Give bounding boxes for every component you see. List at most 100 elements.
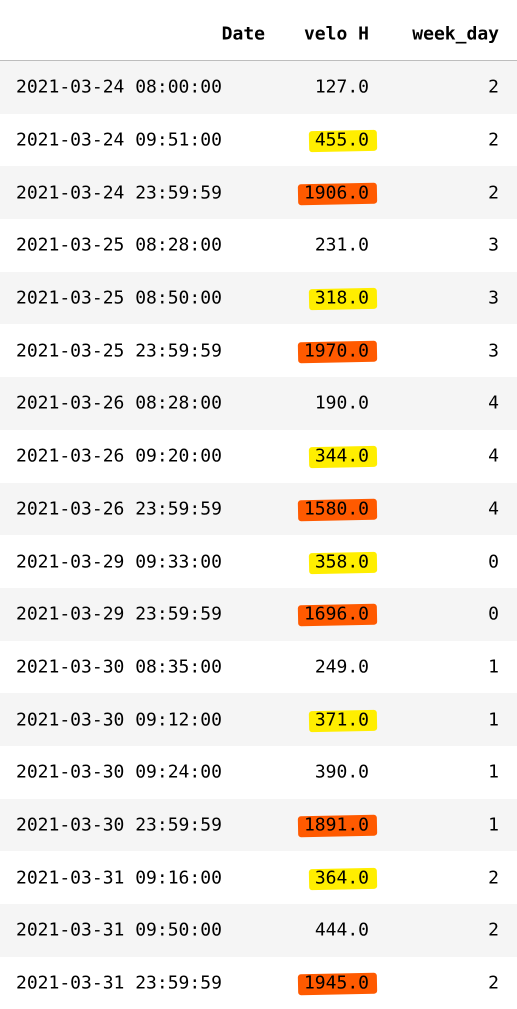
cell-date: 2021-03-30 09:24:00: [16, 761, 222, 783]
cell-velo-h: 318.0: [315, 288, 369, 309]
cell-velo-h: 455.0: [315, 130, 369, 151]
cell-week-day: 2: [488, 76, 499, 98]
cell-date: 2021-03-24 23:59:59: [16, 182, 222, 204]
cell-velo-h-text: 364.0: [314, 867, 369, 889]
cell-velo-h: 371.0: [315, 709, 369, 730]
cell-date: 2021-03-24 08:00:00: [16, 76, 222, 98]
table-row: 2021-03-26 08:28:00 190.0 4: [0, 377, 517, 430]
table-row: 2021-03-31 23:59:59 1945.0 2: [0, 957, 517, 1009]
cell-velo-h: 344.0: [315, 446, 369, 467]
cell-date: 2021-03-25 08:50:00: [16, 287, 222, 309]
table-row: 2021-03-25 08:50:00 318.0 3: [0, 271, 517, 325]
cell-date: 2021-03-25 08:28:00: [16, 234, 222, 256]
cell-date: 2021-03-26 08:28:00: [16, 392, 222, 414]
cell-week-day: 4: [488, 498, 499, 520]
dataframe-table: Date velo H week_day 2021-03-24 08:00:00…: [0, 8, 517, 1009]
cell-velo-h-text: 318.0: [314, 287, 369, 309]
cell-date: 2021-03-26 23:59:59: [16, 498, 222, 520]
highlight-mark: 1580.0: [304, 498, 369, 519]
header-velo-h: velo H: [303, 23, 369, 45]
cell-velo-h-text: 344.0: [314, 445, 369, 467]
cell-week-day: 1: [488, 761, 499, 783]
table-row: 2021-03-31 09:16:00 364.0 2: [0, 851, 517, 904]
cell-week-day: 1: [488, 656, 499, 678]
cell-velo-h-text: 1891.0: [303, 814, 369, 836]
cell-velo-h-text: 1945.0: [303, 972, 369, 994]
table-row: 2021-03-26 09:20:00 344.0 4: [0, 430, 517, 483]
cell-date: 2021-03-30 08:35:00: [16, 656, 222, 678]
cell-week-day: 1: [488, 814, 499, 836]
cell-date: 2021-03-24 09:51:00: [16, 129, 222, 151]
table-row: 2021-03-30 23:59:59 1891.0 1: [0, 798, 517, 852]
cell-velo-h: 249.0: [314, 656, 369, 678]
table-body: 2021-03-24 08:00:00 127.0 2 2021-03-24 09:5…: [0, 61, 517, 1009]
cell-date: 2021-03-31 09:16:00: [16, 867, 222, 889]
table-header: Date velo H week_day: [0, 8, 517, 61]
table-row: 2021-03-30 09:24:00 390.0 1: [0, 746, 517, 799]
highlight-mark: 455.0: [315, 130, 369, 151]
cell-week-day: 2: [488, 129, 499, 151]
cell-week-day: 3: [488, 340, 499, 362]
table-row: 2021-03-24 09:51:00 455.0 2: [0, 114, 517, 167]
table-row: 2021-03-30 08:35:00 249.0 1: [0, 641, 517, 694]
table-row: 2021-03-29 23:59:59 1696.0 0: [0, 587, 517, 641]
cell-week-day: 4: [488, 445, 499, 467]
cell-velo-h: 390.0: [314, 761, 369, 783]
highlight-mark: 344.0: [315, 446, 369, 467]
cell-week-day: 2: [488, 867, 499, 889]
highlight-mark: 1891.0: [304, 814, 369, 835]
cell-velo-h: 1696.0: [304, 604, 369, 625]
cell-week-day: 3: [488, 234, 499, 256]
highlight-mark: 358.0: [315, 551, 369, 572]
cell-date: 2021-03-31 23:59:59: [16, 972, 222, 994]
cell-week-day: 0: [488, 603, 499, 625]
cell-date: 2021-03-30 09:12:00: [16, 709, 222, 731]
header-week-day: week_day: [412, 23, 499, 45]
cell-velo-h-text: 371.0: [314, 709, 369, 731]
cell-velo-h: 190.0: [314, 392, 369, 414]
cell-velo-h-text: 358.0: [314, 551, 369, 573]
cell-velo-h: 1580.0: [304, 498, 369, 519]
table-row: 2021-03-25 08:28:00 231.0 3: [0, 219, 517, 272]
cell-velo-h: 1945.0: [304, 973, 369, 994]
cell-week-day: 3: [488, 287, 499, 309]
cell-velo-h: 1891.0: [304, 814, 369, 835]
cell-velo-h-text: 1696.0: [303, 603, 369, 625]
table-row: 2021-03-26 23:59:59 1580.0 4: [0, 482, 517, 536]
cell-velo-h: 1970.0: [304, 340, 369, 361]
table-row: 2021-03-25 23:59:59 1970.0 3: [0, 324, 517, 377]
cell-week-day: 2: [488, 182, 499, 204]
highlight-mark: 318.0: [315, 288, 369, 309]
highlight-mark: 371.0: [315, 709, 369, 730]
table-row: 2021-03-29 09:33:00 358.0 0: [0, 535, 517, 588]
cell-velo-h: 127.0: [314, 76, 369, 98]
cell-week-day: 2: [488, 972, 499, 994]
cell-velo-h-text: 1970.0: [303, 340, 369, 362]
cell-velo-h-text: 1906.0: [303, 182, 369, 204]
cell-date: 2021-03-29 09:33:00: [16, 551, 222, 573]
cell-velo-h: 444.0: [314, 919, 369, 941]
cell-date: 2021-03-26 09:20:00: [16, 445, 222, 467]
highlight-mark: 1970.0: [304, 340, 369, 361]
cell-velo-h: 231.0: [314, 234, 369, 256]
cell-week-day: 4: [488, 392, 499, 414]
cell-velo-h: 1906.0: [304, 182, 369, 203]
highlight-mark: 1906.0: [304, 182, 369, 203]
cell-velo-h-text: 455.0: [314, 129, 369, 151]
table-row: 2021-03-31 09:50:00 444.0 2: [0, 904, 517, 957]
cell-week-day: 1: [488, 709, 499, 731]
cell-week-day: 2: [488, 919, 499, 941]
table-row: 2021-03-30 09:12:00 371.0 1: [0, 693, 517, 746]
highlight-mark: 1696.0: [304, 604, 369, 625]
cell-week-day: 0: [488, 551, 499, 573]
cell-velo-h-text: 1580.0: [303, 498, 369, 520]
table-row: 2021-03-24 08:00:00 127.0 2: [0, 61, 517, 114]
highlight-mark: 1945.0: [304, 973, 369, 994]
highlight-mark: 364.0: [315, 867, 369, 888]
cell-date: 2021-03-31 09:50:00: [16, 919, 222, 941]
cell-date: 2021-03-25 23:59:59: [16, 340, 222, 362]
table-row: 2021-03-24 23:59:59 1906.0 2: [0, 166, 517, 220]
cell-date: 2021-03-29 23:59:59: [16, 603, 222, 625]
cell-velo-h: 364.0: [315, 867, 369, 888]
cell-velo-h: 358.0: [315, 551, 369, 572]
